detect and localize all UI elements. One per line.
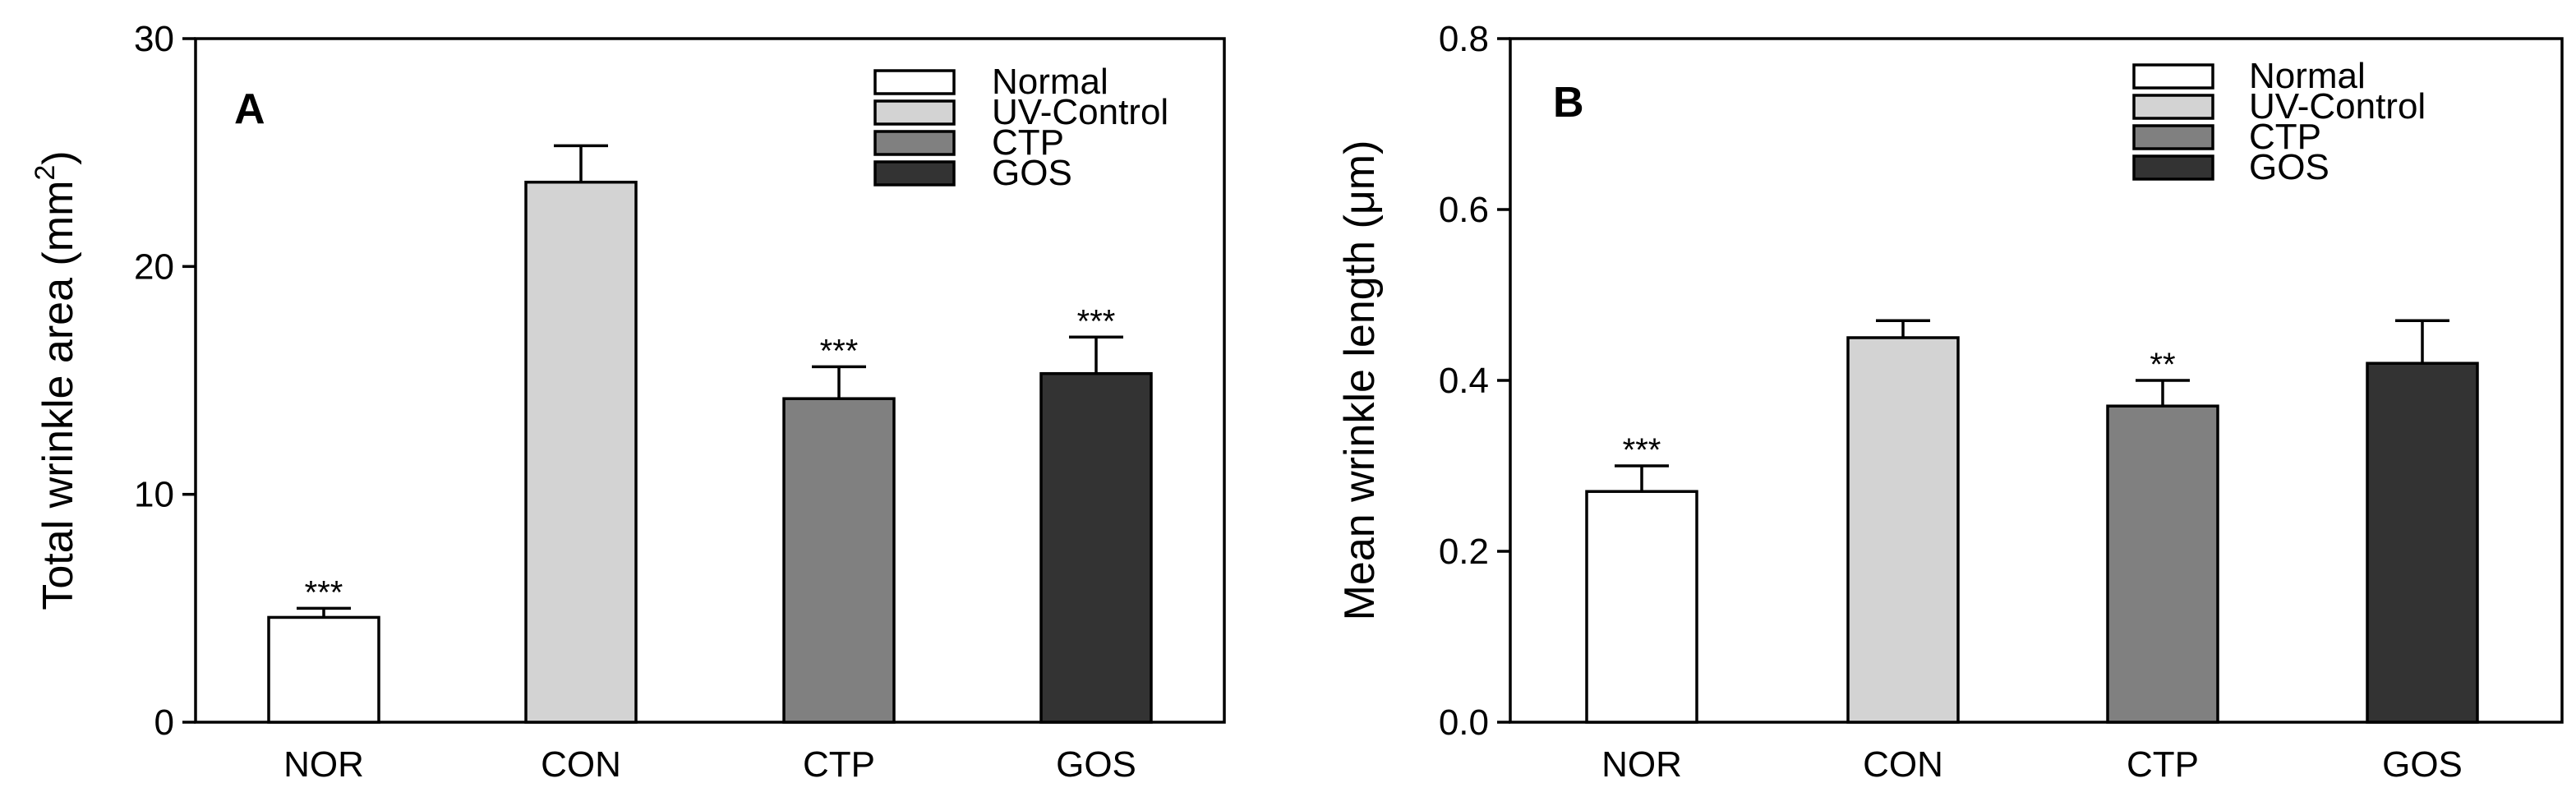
legend-swatch-uv-control: [2132, 94, 2214, 120]
bar-con: [524, 180, 638, 724]
bar-gos: [2366, 362, 2479, 724]
significance-marker-gos: ***: [1077, 303, 1116, 339]
legend-swatch-ctp: [2132, 124, 2214, 150]
y-tick-label: 20: [134, 246, 174, 287]
x-label-nor: NOR: [283, 744, 364, 785]
legend-label-gos: GOS: [992, 153, 1072, 193]
x-axis-labels: NOR CON CTP GOS: [283, 744, 1136, 785]
legend-swatch-normal: [873, 69, 956, 95]
legend-label-normal: Normal: [992, 62, 1108, 102]
bar-nor: [1585, 490, 1698, 724]
bar-gos: [1039, 371, 1153, 724]
x-label-con: CON: [1863, 744, 1943, 785]
y-axis-title: Mean wrinkle length (μm): [1336, 140, 1384, 621]
y-tick-label: 0.2: [1439, 532, 1489, 572]
x-label-con: CON: [541, 744, 621, 785]
y-axis-ticks: 0 10 20 30: [134, 19, 196, 743]
y-axis-title-superscript: 2: [30, 165, 61, 181]
legend-label-uv-control: UV-Control: [2249, 86, 2426, 127]
legend-label-normal: Normal: [2249, 56, 2366, 96]
y-tick-label: 0.4: [1439, 361, 1489, 401]
bar-con: [1846, 336, 1960, 724]
legend-label-gos: GOS: [2249, 147, 2329, 187]
x-label-ctp: CTP: [2127, 744, 2199, 785]
x-label-ctp: CTP: [803, 744, 875, 785]
legend-label-ctp: CTP: [992, 122, 1064, 163]
bar-ctp: [782, 397, 896, 724]
y-tick-label: 10: [134, 475, 174, 515]
bars: *****: [1585, 319, 2479, 724]
significance-marker-nor: ***: [1623, 432, 1661, 468]
panel-letter: A: [234, 85, 265, 133]
y-tick-label: 0: [154, 702, 174, 743]
y-axis-ticks: 0.0 0.2 0.4 0.6 0.8: [1439, 19, 1510, 743]
bar-ctp: [2106, 404, 2219, 724]
legend-swatch-normal: [2132, 63, 2214, 90]
y-tick-label: 30: [134, 19, 174, 59]
panel-letter: B: [1553, 79, 1584, 127]
legend-swatch-uv-control: [873, 99, 956, 126]
x-label-gos: GOS: [2382, 744, 2463, 785]
plot-frame: [194, 37, 1226, 724]
legend-swatch-ctp: [873, 130, 956, 156]
y-tick-label: 0.0: [1439, 702, 1489, 743]
x-label-gos: GOS: [1056, 744, 1136, 785]
significance-marker-nor: ***: [305, 574, 343, 610]
bars: *** *** ***: [267, 144, 1153, 724]
legend-swatch-gos: [873, 160, 956, 187]
x-label-nor: NOR: [1601, 744, 1682, 785]
bar-nor: [267, 615, 380, 724]
x-axis-labels: NOR CON CTP GOS: [1601, 744, 2463, 785]
legend-swatch-gos: [2132, 154, 2214, 181]
legend-label-uv-control: UV-Control: [992, 92, 1168, 132]
legend-label-ctp: CTP: [2249, 117, 2321, 157]
significance-marker-ctp: **: [2150, 347, 2175, 383]
y-tick-label: 0.8: [1439, 19, 1489, 59]
y-tick-label: 0.6: [1439, 190, 1489, 230]
significance-marker-ctp: ***: [820, 333, 859, 369]
y-axis-title: Total wrinkle area (mm2): [30, 150, 82, 610]
panel-b-chart: B Mean wrinkle length (μm) 0.00.20.40.60…: [1336, 19, 2564, 785]
